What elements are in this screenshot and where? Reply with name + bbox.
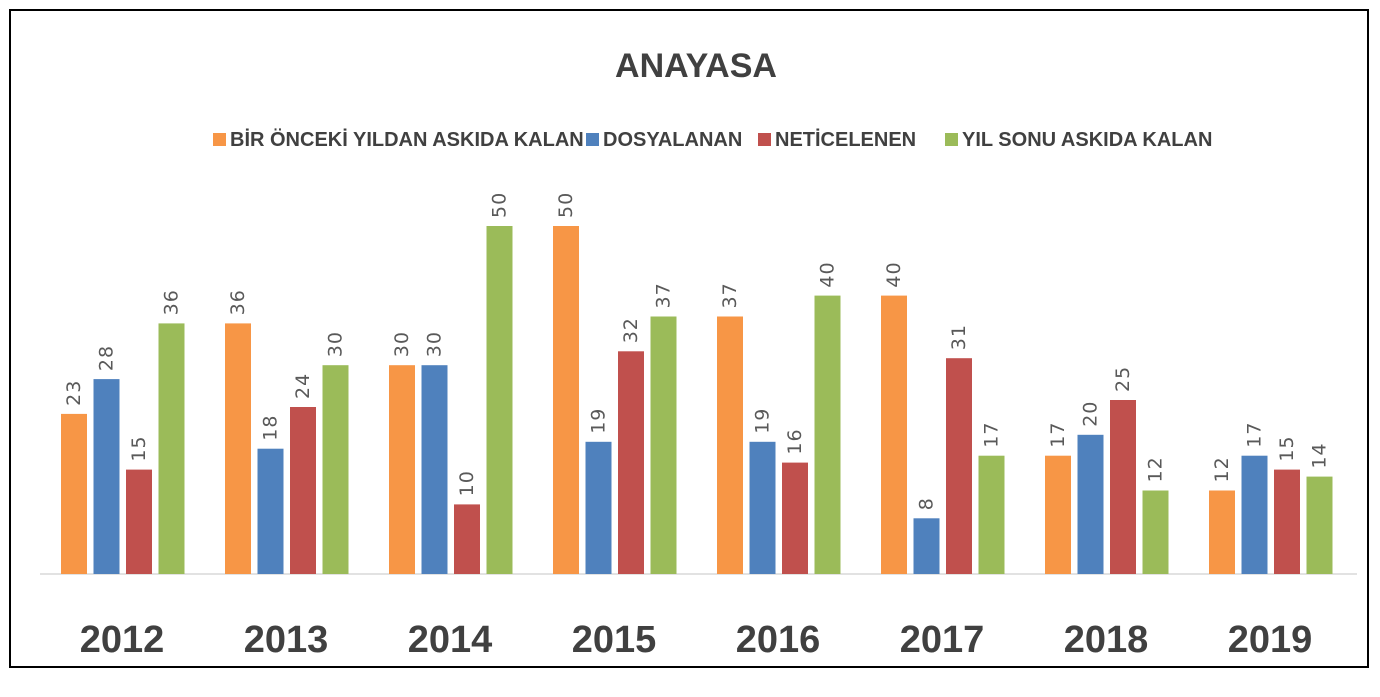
category-label-2014: 2014 (408, 619, 493, 661)
bar-2019-yil-sonu-askida-kalan (1306, 476, 1333, 574)
bar-2015-neticelenen (618, 351, 644, 574)
data-label-2012-bir-onceki-yildan-askida-kalan: 23 (63, 380, 85, 406)
data-label-2017-neticelenen: 31 (948, 324, 970, 350)
data-label-2015-yil-sonu-askida-kalan: 37 (653, 282, 675, 308)
data-label-2012-yil-sonu-askida-kalan: 36 (161, 289, 183, 315)
data-label-2016-dosyalanan: 19 (752, 408, 774, 434)
data-label-2017-yil-sonu-askida-kalan: 17 (981, 422, 1003, 448)
bar-2015-dosyalanan (585, 441, 612, 574)
chart-title: ANAYASA (615, 47, 777, 85)
bar-2017-yil-sonu-askida-kalan (978, 455, 1005, 574)
data-label-2019-neticelenen: 15 (1276, 435, 1298, 461)
legend-swatch-bir-onceki-yildan-askida-kalan (213, 133, 226, 146)
bar-2018-bir-onceki-yildan-askida-kalan (1045, 455, 1071, 574)
data-label-2018-bir-onceki-yildan-askida-kalan: 17 (1047, 422, 1069, 448)
data-label-2014-yil-sonu-askida-kalan: 50 (489, 192, 511, 218)
bar-2019-neticelenen (1274, 469, 1300, 574)
bar-2018-dosyalanan (1077, 434, 1104, 574)
legend-label-yil-sonu-askida-kalan: YIL SONU ASKIDA KALAN (962, 129, 1212, 151)
bar-2013-dosyalanan (257, 448, 284, 574)
legend-swatch-neticelenen (758, 133, 771, 146)
data-label-2017-dosyalanan: 8 (916, 497, 938, 510)
bar-2015-yil-sonu-askida-kalan (650, 316, 677, 574)
data-label-2013-neticelenen: 24 (292, 373, 314, 399)
data-label-2016-bir-onceki-yildan-askida-kalan: 37 (719, 282, 741, 308)
legend-label-bir-onceki-yildan-askida-kalan: BİR ÖNCEKİ YILDAN ASKIDA KALAN (230, 128, 584, 151)
category-label-2018: 2018 (1064, 619, 1149, 661)
bar-2016-yil-sonu-askida-kalan (814, 295, 841, 574)
data-label-2013-bir-onceki-yildan-askida-kalan: 36 (227, 289, 249, 315)
data-label-2018-yil-sonu-askida-kalan: 12 (1145, 456, 1167, 482)
category-label-2012: 2012 (80, 619, 165, 661)
bar-2012-yil-sonu-askida-kalan (158, 323, 185, 574)
bar-2014-neticelenen (454, 504, 480, 574)
bar-2012-dosyalanan (93, 379, 120, 574)
bar-2013-yil-sonu-askida-kalan (322, 365, 349, 574)
bar-2018-neticelenen (1110, 400, 1136, 574)
category-label-2015: 2015 (572, 619, 657, 661)
bar-2014-dosyalanan (421, 365, 448, 574)
data-label-2016-neticelenen: 16 (784, 428, 806, 454)
bar-2013-neticelenen (290, 407, 316, 574)
data-label-2016-yil-sonu-askida-kalan: 40 (817, 261, 839, 287)
category-label-2013: 2013 (244, 619, 329, 661)
data-label-2015-neticelenen: 32 (620, 317, 642, 343)
bar-2017-neticelenen (946, 358, 972, 574)
bar-2016-dosyalanan (749, 441, 776, 574)
legend-swatch-yil-sonu-askida-kalan (945, 133, 958, 146)
data-label-2019-yil-sonu-askida-kalan: 14 (1309, 442, 1331, 468)
data-label-2019-dosyalanan: 17 (1244, 422, 1266, 448)
category-label-2017: 2017 (900, 619, 985, 661)
legend-swatch-dosyalanan (586, 133, 599, 146)
bar-2017-dosyalanan (913, 518, 940, 574)
bar-2014-yil-sonu-askida-kalan (486, 226, 513, 574)
bar-2016-bir-onceki-yildan-askida-kalan (717, 316, 743, 574)
bar-2012-neticelenen (126, 469, 152, 574)
legend-label-neticelenen: NETİCELENEN (775, 128, 916, 151)
data-label-2017-bir-onceki-yildan-askida-kalan: 40 (883, 261, 905, 287)
category-label-2019: 2019 (1228, 619, 1313, 661)
bar-2019-bir-onceki-yildan-askida-kalan (1209, 490, 1235, 574)
bar-2016-neticelenen (782, 462, 808, 574)
category-label-2016: 2016 (736, 619, 821, 661)
data-label-2018-neticelenen: 25 (1112, 366, 1134, 392)
data-label-2015-dosyalanan: 19 (588, 408, 610, 434)
data-label-2018-dosyalanan: 20 (1080, 401, 1102, 427)
bars (61, 226, 1333, 574)
bar-2012-bir-onceki-yildan-askida-kalan (61, 413, 87, 574)
data-label-2012-dosyalanan: 28 (96, 345, 118, 371)
data-label-2013-dosyalanan: 18 (260, 415, 282, 441)
bar-2013-bir-onceki-yildan-askida-kalan (225, 323, 251, 574)
bar-2018-yil-sonu-askida-kalan (1142, 490, 1169, 574)
bar-2014-bir-onceki-yildan-askida-kalan (389, 365, 415, 574)
data-label-2014-bir-onceki-yildan-askida-kalan: 30 (391, 331, 413, 357)
bar-2019-dosyalanan (1241, 455, 1268, 574)
legend: BİR ÖNCEKİ YILDAN ASKIDA KALAN DOSYALANAN… (213, 128, 1212, 151)
data-label-2014-dosyalanan: 30 (424, 331, 446, 357)
category-labels: 2012 2013 2014 2015 2016 2017 2018 2019 (80, 619, 1313, 661)
data-label-2014-neticelenen: 10 (456, 470, 478, 496)
data-label-2019-bir-onceki-yildan-askida-kalan: 12 (1211, 456, 1233, 482)
data-label-2015-bir-onceki-yildan-askida-kalan: 50 (555, 192, 577, 218)
bar-2017-bir-onceki-yildan-askida-kalan (881, 295, 907, 574)
data-labels: 23 28 15 36 36 18 24 30 30 30 10 50 50 19 32 37 37 19 16 40… (63, 192, 1331, 510)
legend-label-dosyalanan: DOSYALANAN (603, 129, 742, 151)
bar-2015-bir-onceki-yildan-askida-kalan (553, 226, 579, 574)
data-label-2012-neticelenen: 15 (128, 435, 150, 461)
data-label-2013-yil-sonu-askida-kalan: 30 (325, 331, 347, 357)
